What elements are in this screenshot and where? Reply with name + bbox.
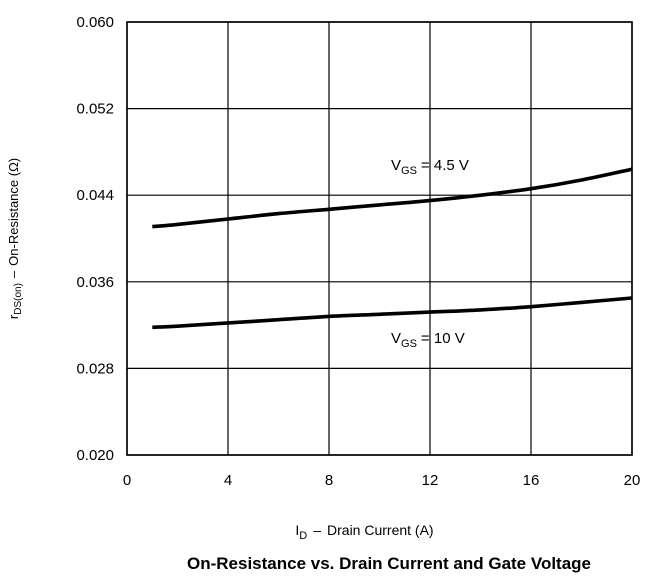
y-tick-label: 0.036 (76, 274, 114, 291)
series-line-2 (152, 296, 633, 330)
x-axis-label: ID – Drain Current (A) (295, 522, 433, 542)
series-lines (152, 167, 633, 330)
x-tick-label: 12 (422, 472, 439, 489)
y-tick-labels: 0.020 0.028 0.036 0.044 0.052 0.060 (76, 14, 114, 464)
y-axis-label: rDS(on)–On-Resistance (Ω) (6, 158, 24, 319)
y-tick-label: 0.028 (76, 360, 114, 377)
y-tick-label: 0.052 (76, 101, 114, 118)
grid-lines (126, 21, 633, 456)
x-tick-label: 0 (123, 472, 131, 489)
plot-frame (126, 21, 633, 456)
x-tick-label: 8 (325, 472, 333, 489)
y-tick-label: 0.060 (76, 14, 114, 31)
x-tick-label: 16 (523, 472, 540, 489)
y-tick-label: 0.020 (76, 447, 114, 464)
series-label-vgs-10: VGS = 10 V (391, 330, 465, 350)
series-label-vgs-4-5: VGS = 4.5 V (391, 157, 469, 177)
x-tick-labels: 0 4 8 12 16 20 (123, 472, 641, 489)
chart-title: On-Resistance vs. Drain Current and Gate… (187, 554, 591, 573)
x-tick-label: 20 (624, 472, 641, 489)
x-tick-label: 4 (224, 472, 232, 489)
series-line-1 (152, 167, 633, 229)
y-tick-label: 0.044 (76, 187, 114, 204)
